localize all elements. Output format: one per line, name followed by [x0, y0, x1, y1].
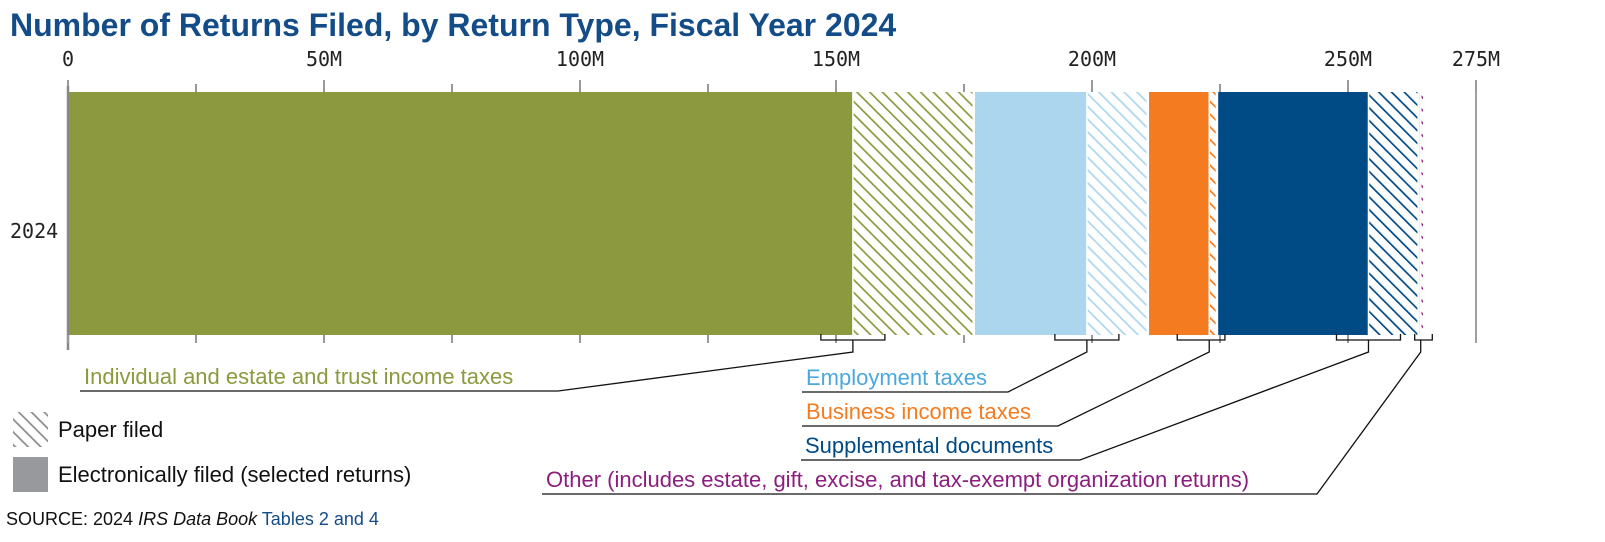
callout-individual-and-estate-and-trust-income-t: Individual and estate and trust income t…: [80, 334, 886, 392]
callout-leader: [80, 340, 854, 392]
callout-label: Business income taxes: [806, 399, 1031, 424]
callout-employment-taxes: Employment taxes: [802, 334, 1120, 393]
bar-employment-taxes-paper: [1086, 92, 1148, 335]
x-tick-label: 50M: [306, 47, 342, 71]
legend-label-electronic: Electronically filed (selected returns): [58, 462, 411, 487]
callout-label: Other (includes estate, gift, excise, an…: [546, 467, 1249, 492]
x-axis-top: 0 50M 100M 150M 200M 250M 275M: [62, 47, 1500, 92]
callouts: Individual and estate and trust income t…: [80, 334, 1433, 495]
bar-business-income-taxes-electronic: [1147, 92, 1210, 335]
callout-leader: [802, 340, 1088, 393]
callout-business-income-taxes: Business income taxes: [802, 334, 1226, 427]
source-prefix: SOURCE: 2024: [6, 509, 138, 529]
bar-supplemental-documents-paper: [1368, 92, 1419, 335]
bar-segments: [66, 86, 1426, 350]
bar-individual-and-estate-and-trust-income-t-paper: [852, 92, 974, 335]
callout-label: Employment taxes: [806, 365, 987, 390]
x-axis-bottom: [67, 92, 1477, 343]
source-tables-link[interactable]: Tables 2 and 4: [257, 509, 379, 529]
bar-individual-and-estate-and-trust-income-t-electronic: [68, 92, 853, 335]
bar-business-income-taxes-paper: [1209, 92, 1217, 335]
chart-title: Number of Returns Filed, by Return Type,…: [10, 7, 896, 43]
bar-employment-taxes-electronic: [973, 92, 1087, 335]
callout-bracket: [1414, 334, 1433, 341]
x-tick-label: 150M: [812, 47, 860, 71]
callout-leader: [801, 340, 1370, 461]
callout-leader: [542, 340, 1422, 495]
legend-swatch-electronic: [13, 457, 48, 492]
x-tick-label: 275M: [1452, 47, 1500, 71]
legend: Paper filed Electronically filed (select…: [13, 412, 411, 492]
x-tick-label: 100M: [556, 47, 604, 71]
callout-label: Individual and estate and trust income t…: [84, 364, 513, 389]
x-tick-label: 0: [62, 47, 74, 71]
callout-other-includes-estate-gift-excise-and-ta: Other (includes estate, gift, excise, an…: [542, 334, 1433, 495]
source-note: SOURCE: 2024 IRS Data Book Tables 2 and …: [6, 509, 379, 529]
bar-other-includes-estate-gift-excise-and-ta-paper: [1420, 92, 1425, 335]
legend-label-paper: Paper filed: [58, 417, 163, 442]
callout-bracket: [1176, 334, 1226, 341]
callout-leader: [802, 340, 1210, 427]
source-publication: IRS Data Book: [138, 509, 258, 529]
callout-supplemental-documents: Supplemental documents: [801, 334, 1402, 461]
legend-swatch-paper: [13, 412, 48, 447]
bar-supplemental-documents-electronic: [1216, 92, 1369, 335]
callout-label: Supplemental documents: [805, 433, 1053, 458]
x-tick-label: 200M: [1068, 47, 1116, 71]
category-label: 2024: [10, 219, 58, 243]
x-tick-label: 250M: [1324, 47, 1372, 71]
